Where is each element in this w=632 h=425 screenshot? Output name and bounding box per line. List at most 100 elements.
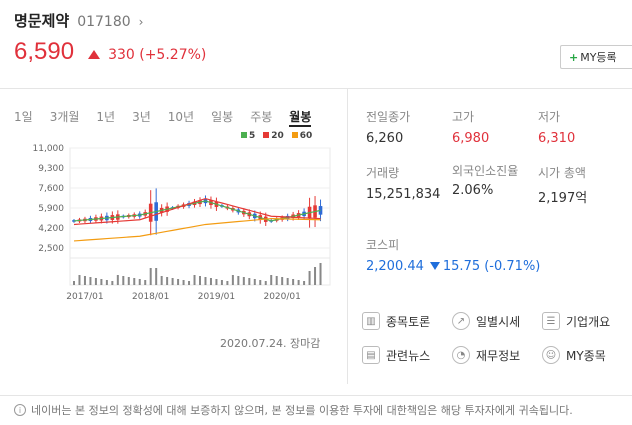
- y-tick-label: 5,900: [38, 204, 64, 214]
- volume-value: 15,251,834: [366, 187, 441, 202]
- stat-high: 고가 6,980: [452, 108, 489, 146]
- volume-bar: [297, 280, 300, 285]
- volume-bar: [308, 271, 311, 285]
- prev-close-label: 전일종가: [366, 110, 411, 124]
- tab-10y[interactable]: 10년: [167, 110, 195, 124]
- up-arrow-icon: [88, 50, 101, 59]
- volume-bar: [281, 277, 284, 285]
- volume-bar: [73, 281, 75, 285]
- volume-label: 거래량: [366, 166, 400, 180]
- volume-bar: [231, 275, 234, 285]
- price-line: 6,590 330 (+5.27%): [14, 38, 206, 66]
- mcap-label: 시가 총액: [538, 166, 586, 180]
- tab-3y[interactable]: 3년: [132, 110, 151, 124]
- volume-bar: [204, 277, 207, 285]
- volume-bar: [226, 281, 229, 285]
- volume-bar: [303, 281, 306, 285]
- stock-code[interactable]: 017180: [77, 14, 131, 30]
- ma-line-20: [73, 197, 321, 226]
- vertical-divider: [347, 88, 348, 384]
- legend-60: 60: [291, 131, 312, 141]
- plus-icon: +: [569, 50, 579, 64]
- volume-bar: [259, 280, 262, 285]
- trend-icon: ↗: [452, 312, 470, 330]
- candle-body: [318, 206, 323, 215]
- x-tick-label: 2017/01: [66, 292, 103, 302]
- link-discussion[interactable]: ▥ 종목토론: [362, 312, 430, 330]
- x-tick-label: 2018/01: [132, 292, 169, 302]
- link-my-stocks[interactable]: ☺ MY종목: [542, 346, 606, 364]
- link-financials[interactable]: ◔ 재무정보: [452, 346, 520, 364]
- stat-mcap: 시가 총액 2,197억: [538, 164, 587, 206]
- volume-bar: [193, 275, 196, 285]
- company-name[interactable]: 명문제약: [14, 12, 70, 30]
- ma-line-60: [73, 217, 321, 242]
- mcap-value: 2,197억: [538, 191, 588, 206]
- stat-foreign: 외국인소진율 2.06%: [452, 164, 530, 198]
- chevron-right-icon[interactable]: ›: [138, 15, 144, 29]
- current-price: 6,590: [14, 38, 75, 65]
- chart-legend: 5 20 60: [241, 131, 312, 141]
- volume-bar: [270, 275, 273, 285]
- volume-bar: [242, 277, 245, 285]
- volume-bar: [83, 276, 86, 285]
- y-tick-label: 11,000: [33, 144, 65, 154]
- volume-bar: [209, 278, 212, 285]
- link-company-overview[interactable]: ☰ 기업개요: [542, 312, 610, 330]
- market-close-date: 2020.07.24. 장마감: [220, 337, 321, 350]
- period-tabs: 1일 3개월 1년 3년 10년 일봉 주봉 월봉: [14, 108, 328, 127]
- foreign-value: 2.06%: [452, 183, 494, 198]
- tab-weekly[interactable]: 주봉: [250, 110, 273, 124]
- my-register-button[interactable]: + MY등록: [560, 45, 632, 69]
- legend-20: 20: [263, 131, 284, 141]
- chart-icon: ▥: [362, 312, 380, 330]
- volume-bar: [127, 277, 130, 285]
- link-daily-quote[interactable]: ↗ 일별시세: [452, 312, 520, 330]
- tab-3m[interactable]: 3개월: [49, 110, 80, 124]
- volume-bar: [138, 279, 141, 285]
- tab-monthly[interactable]: 월봉: [289, 108, 312, 127]
- low-label: 저가: [538, 110, 561, 124]
- volume-bar: [105, 280, 108, 285]
- y-tick-label: 7,600: [38, 184, 64, 194]
- volume-bar: [319, 263, 322, 285]
- tab-1d[interactable]: 1일: [14, 110, 33, 124]
- stat-low: 저가 6,310: [538, 108, 575, 146]
- volume-bar: [94, 278, 97, 285]
- link-related-news[interactable]: ▤ 관련뉴스: [362, 346, 430, 364]
- foreign-label: 외국인소진율: [452, 164, 519, 178]
- tab-daily[interactable]: 일봉: [211, 110, 234, 124]
- volume-bar: [220, 280, 223, 285]
- volume-bar: [188, 281, 191, 285]
- volume-bar: [89, 277, 92, 285]
- y-tick-label: 9,300: [38, 164, 64, 174]
- legend-5: 5: [241, 131, 255, 141]
- x-tick-label: 2019/01: [198, 292, 235, 302]
- ma-line-5: [73, 200, 321, 222]
- news-icon: ▤: [362, 346, 380, 364]
- volume-bar: [215, 279, 218, 285]
- stat-prev-close: 전일종가 6,260: [366, 108, 410, 146]
- volume-bar: [160, 276, 163, 285]
- volume-bar: [111, 281, 114, 285]
- prev-close-value: 6,260: [366, 131, 404, 146]
- down-arrow-icon: [429, 262, 440, 270]
- volume-bar: [116, 275, 119, 285]
- volume-bar: [286, 278, 289, 285]
- high-label: 고가: [452, 110, 475, 124]
- y-tick-label: 2,500: [38, 244, 64, 254]
- kosdaq-change: 15.75 (-0.71%): [442, 259, 541, 274]
- volume-bar: [133, 278, 136, 285]
- list-icon: ☰: [542, 312, 560, 330]
- kosdaq-value: 2,200.44: [366, 259, 424, 274]
- volume-bar: [275, 276, 278, 285]
- info-icon: i: [14, 404, 26, 416]
- high-value: 6,980: [452, 131, 490, 146]
- pie-chart-icon: ◔: [452, 346, 470, 364]
- y-tick-label: 4,200: [38, 224, 64, 234]
- stock-chart[interactable]: 11,000 9,300 7,600 5,900 4,200 2,500 2017/01 2…: [14, 140, 336, 312]
- volume-bar: [292, 279, 295, 285]
- tab-1y[interactable]: 1년: [96, 110, 116, 124]
- disclaimer-text: 네이버는 본 정보의 정확성에 대해 보증하지 않으며, 본 정보를 이용한 투…: [31, 404, 573, 417]
- volume-bar: [122, 276, 125, 285]
